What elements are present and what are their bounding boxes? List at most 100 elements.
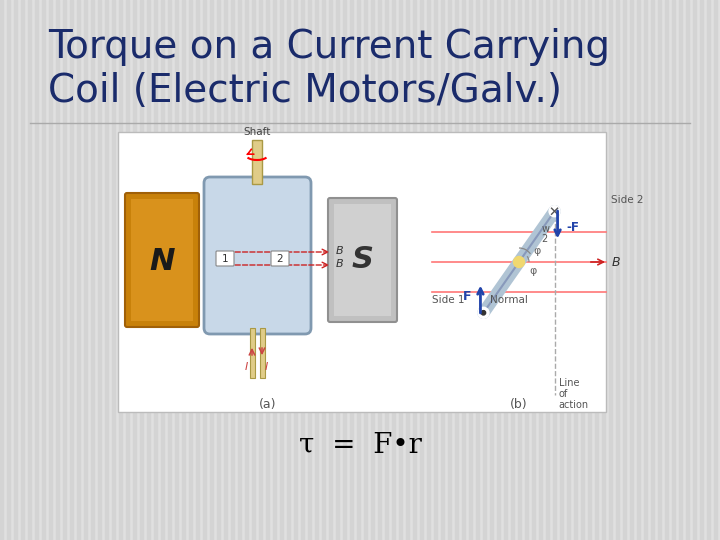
Bar [483,0,486,540]
Bar [105,0,108,540]
Bar [322,0,325,540]
Bar [518,0,521,540]
Bar [131,199,193,321]
Bar [224,0,227,540]
Bar [196,0,199,540]
Bar [686,0,689,540]
Bar [504,0,507,540]
Bar [469,0,472,540]
Text: I: I [265,362,269,372]
Bar [147,0,150,540]
Bar [210,0,213,540]
Bar [700,0,703,540]
Bar [357,0,360,540]
Text: (a): (a) [259,398,276,411]
Bar [441,0,444,540]
Bar [118,132,606,412]
Bar [250,328,255,378]
Bar [665,0,668,540]
Bar [399,0,402,540]
Bar [532,0,535,540]
Bar [651,0,654,540]
Bar [623,0,626,540]
Bar [511,0,514,540]
Bar [189,0,192,540]
Bar [497,0,500,540]
Bar [350,0,353,540]
Bar [28,0,31,540]
Text: φ: φ [533,246,541,256]
Bar [476,0,479,540]
Bar [280,0,283,540]
Bar [259,0,262,540]
Text: N: N [149,247,175,276]
Text: Coil (Electric Motors/Galv.): Coil (Electric Motors/Galv.) [48,72,562,110]
FancyBboxPatch shape [271,251,289,266]
Bar [119,0,122,540]
Bar [294,0,297,540]
Bar [707,0,710,540]
Bar [567,0,570,540]
Circle shape [549,206,560,217]
Text: Torque on a Current Carrying: Torque on a Current Carrying [48,28,610,66]
Bar [133,0,136,540]
Bar [434,0,437,540]
Bar [252,140,262,184]
Bar [56,0,59,540]
Bar [35,0,38,540]
Text: Normal: Normal [490,295,528,305]
FancyBboxPatch shape [125,193,199,327]
Bar [175,0,178,540]
Bar [266,0,269,540]
Circle shape [478,307,489,318]
Bar [91,0,94,540]
Bar [455,0,458,540]
Bar [154,0,157,540]
Bar [420,0,423,540]
Bar [630,0,633,540]
Bar [644,0,647,540]
Bar [21,0,24,540]
Bar [14,0,17,540]
Bar [609,0,612,540]
Text: 1: 1 [222,253,228,264]
Text: (b): (b) [510,398,528,411]
FancyBboxPatch shape [216,251,234,266]
Bar [714,0,717,540]
Text: Line
of
action: Line of action [559,378,589,410]
Bar [448,0,451,540]
Bar [287,0,290,540]
Bar [63,0,66,540]
Bar [161,0,164,540]
Text: B: B [336,246,343,256]
Bar [574,0,577,540]
Text: B: B [612,255,621,268]
Bar [7,0,10,540]
Bar [525,0,528,540]
Bar [392,0,395,540]
Bar [49,0,52,540]
Bar [329,0,332,540]
Bar [343,0,346,540]
Bar [168,0,171,540]
Bar [112,0,115,540]
Text: B: B [336,259,343,269]
Bar [301,0,304,540]
Bar [0,0,3,540]
Bar [427,0,430,540]
Bar [42,0,45,540]
Bar [140,0,143,540]
Bar [616,0,619,540]
Text: Side 2: Side 2 [611,195,644,205]
Bar [84,0,87,540]
Bar [490,0,493,540]
Bar [308,0,311,540]
Bar [77,0,80,540]
Bar [336,0,339,540]
Bar [273,0,276,540]
Circle shape [481,310,485,315]
Bar [371,0,374,540]
Bar [126,0,129,540]
Bar [637,0,640,540]
Bar [315,0,318,540]
